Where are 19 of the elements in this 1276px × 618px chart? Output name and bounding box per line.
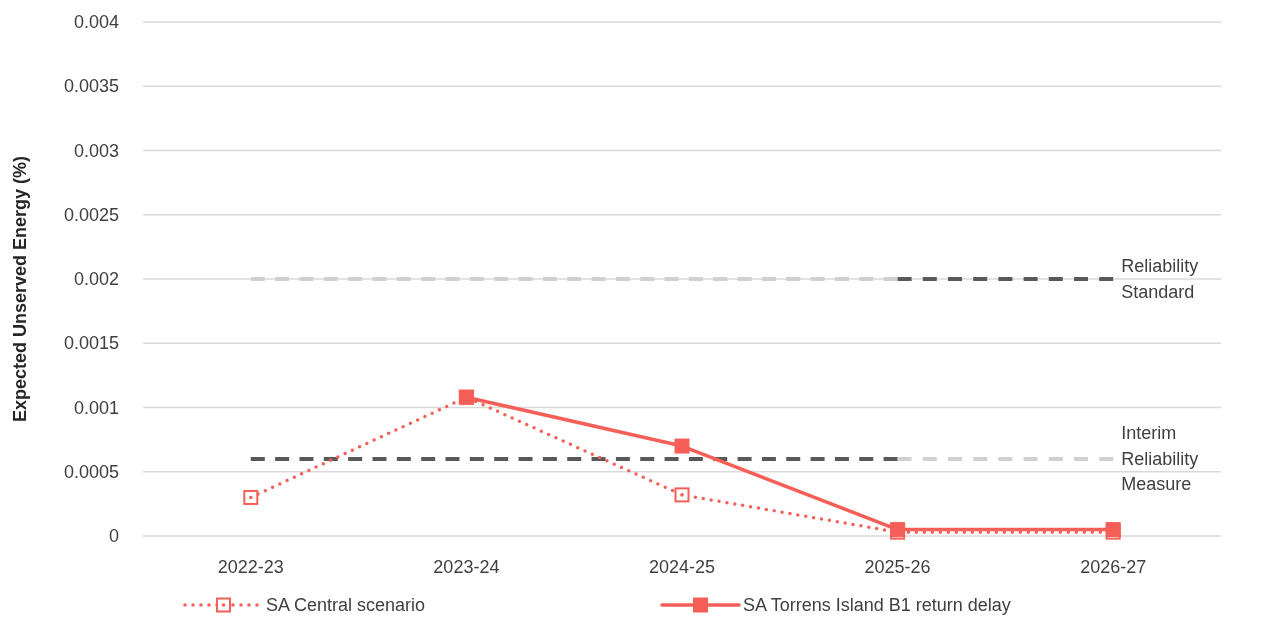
y-tick-label: 0.002 xyxy=(73,269,119,289)
y-axis-title: Expected Unserved Energy (%) xyxy=(10,155,30,423)
y-tick-label: 0.0025 xyxy=(63,204,119,225)
series-label: Interim Reliability Measure xyxy=(1121,423,1199,495)
legend-label: SA Central scenario xyxy=(266,595,426,615)
series-label: Reliability Standard xyxy=(1121,256,1199,302)
y-tick-label: 0.001 xyxy=(73,397,119,418)
x-tick-label: 2023-24 xyxy=(433,557,500,577)
x-tick-label: 2022-23 xyxy=(217,557,284,577)
y-tick-label: 0.003 xyxy=(73,140,119,161)
y-tick-label: 0.0035 xyxy=(63,76,119,97)
x-tick-label: 2026-27 xyxy=(1080,557,1147,577)
legend-label: SA Torrens Island B1 return delay xyxy=(743,595,1011,615)
y-tick-label: 0 xyxy=(108,526,119,546)
y-tick-label: 0.0015 xyxy=(63,333,119,354)
x-tick-label: 2025-26 xyxy=(864,557,931,577)
x-tick-label: 2024-25 xyxy=(648,557,716,577)
y-tick-label: 0.004 xyxy=(73,12,119,32)
y-tick-label: 0.0005 xyxy=(63,461,119,482)
